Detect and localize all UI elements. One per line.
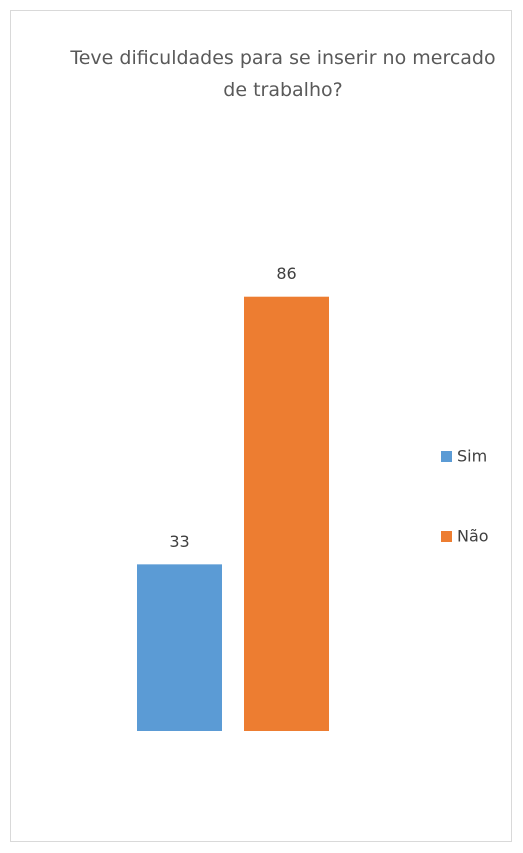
chart-frame (10, 10, 512, 842)
legend-label: Sim (457, 447, 487, 466)
bar (137, 564, 222, 731)
legend-swatch (441, 531, 452, 542)
data-label: 86 (276, 264, 296, 283)
legend-swatch (441, 451, 452, 462)
data-label: 33 (169, 532, 189, 551)
chart-title: Teve dificuldades para se inserir no mer… (70, 47, 496, 101)
bar (244, 296, 329, 731)
legend-label: Não (457, 527, 489, 546)
